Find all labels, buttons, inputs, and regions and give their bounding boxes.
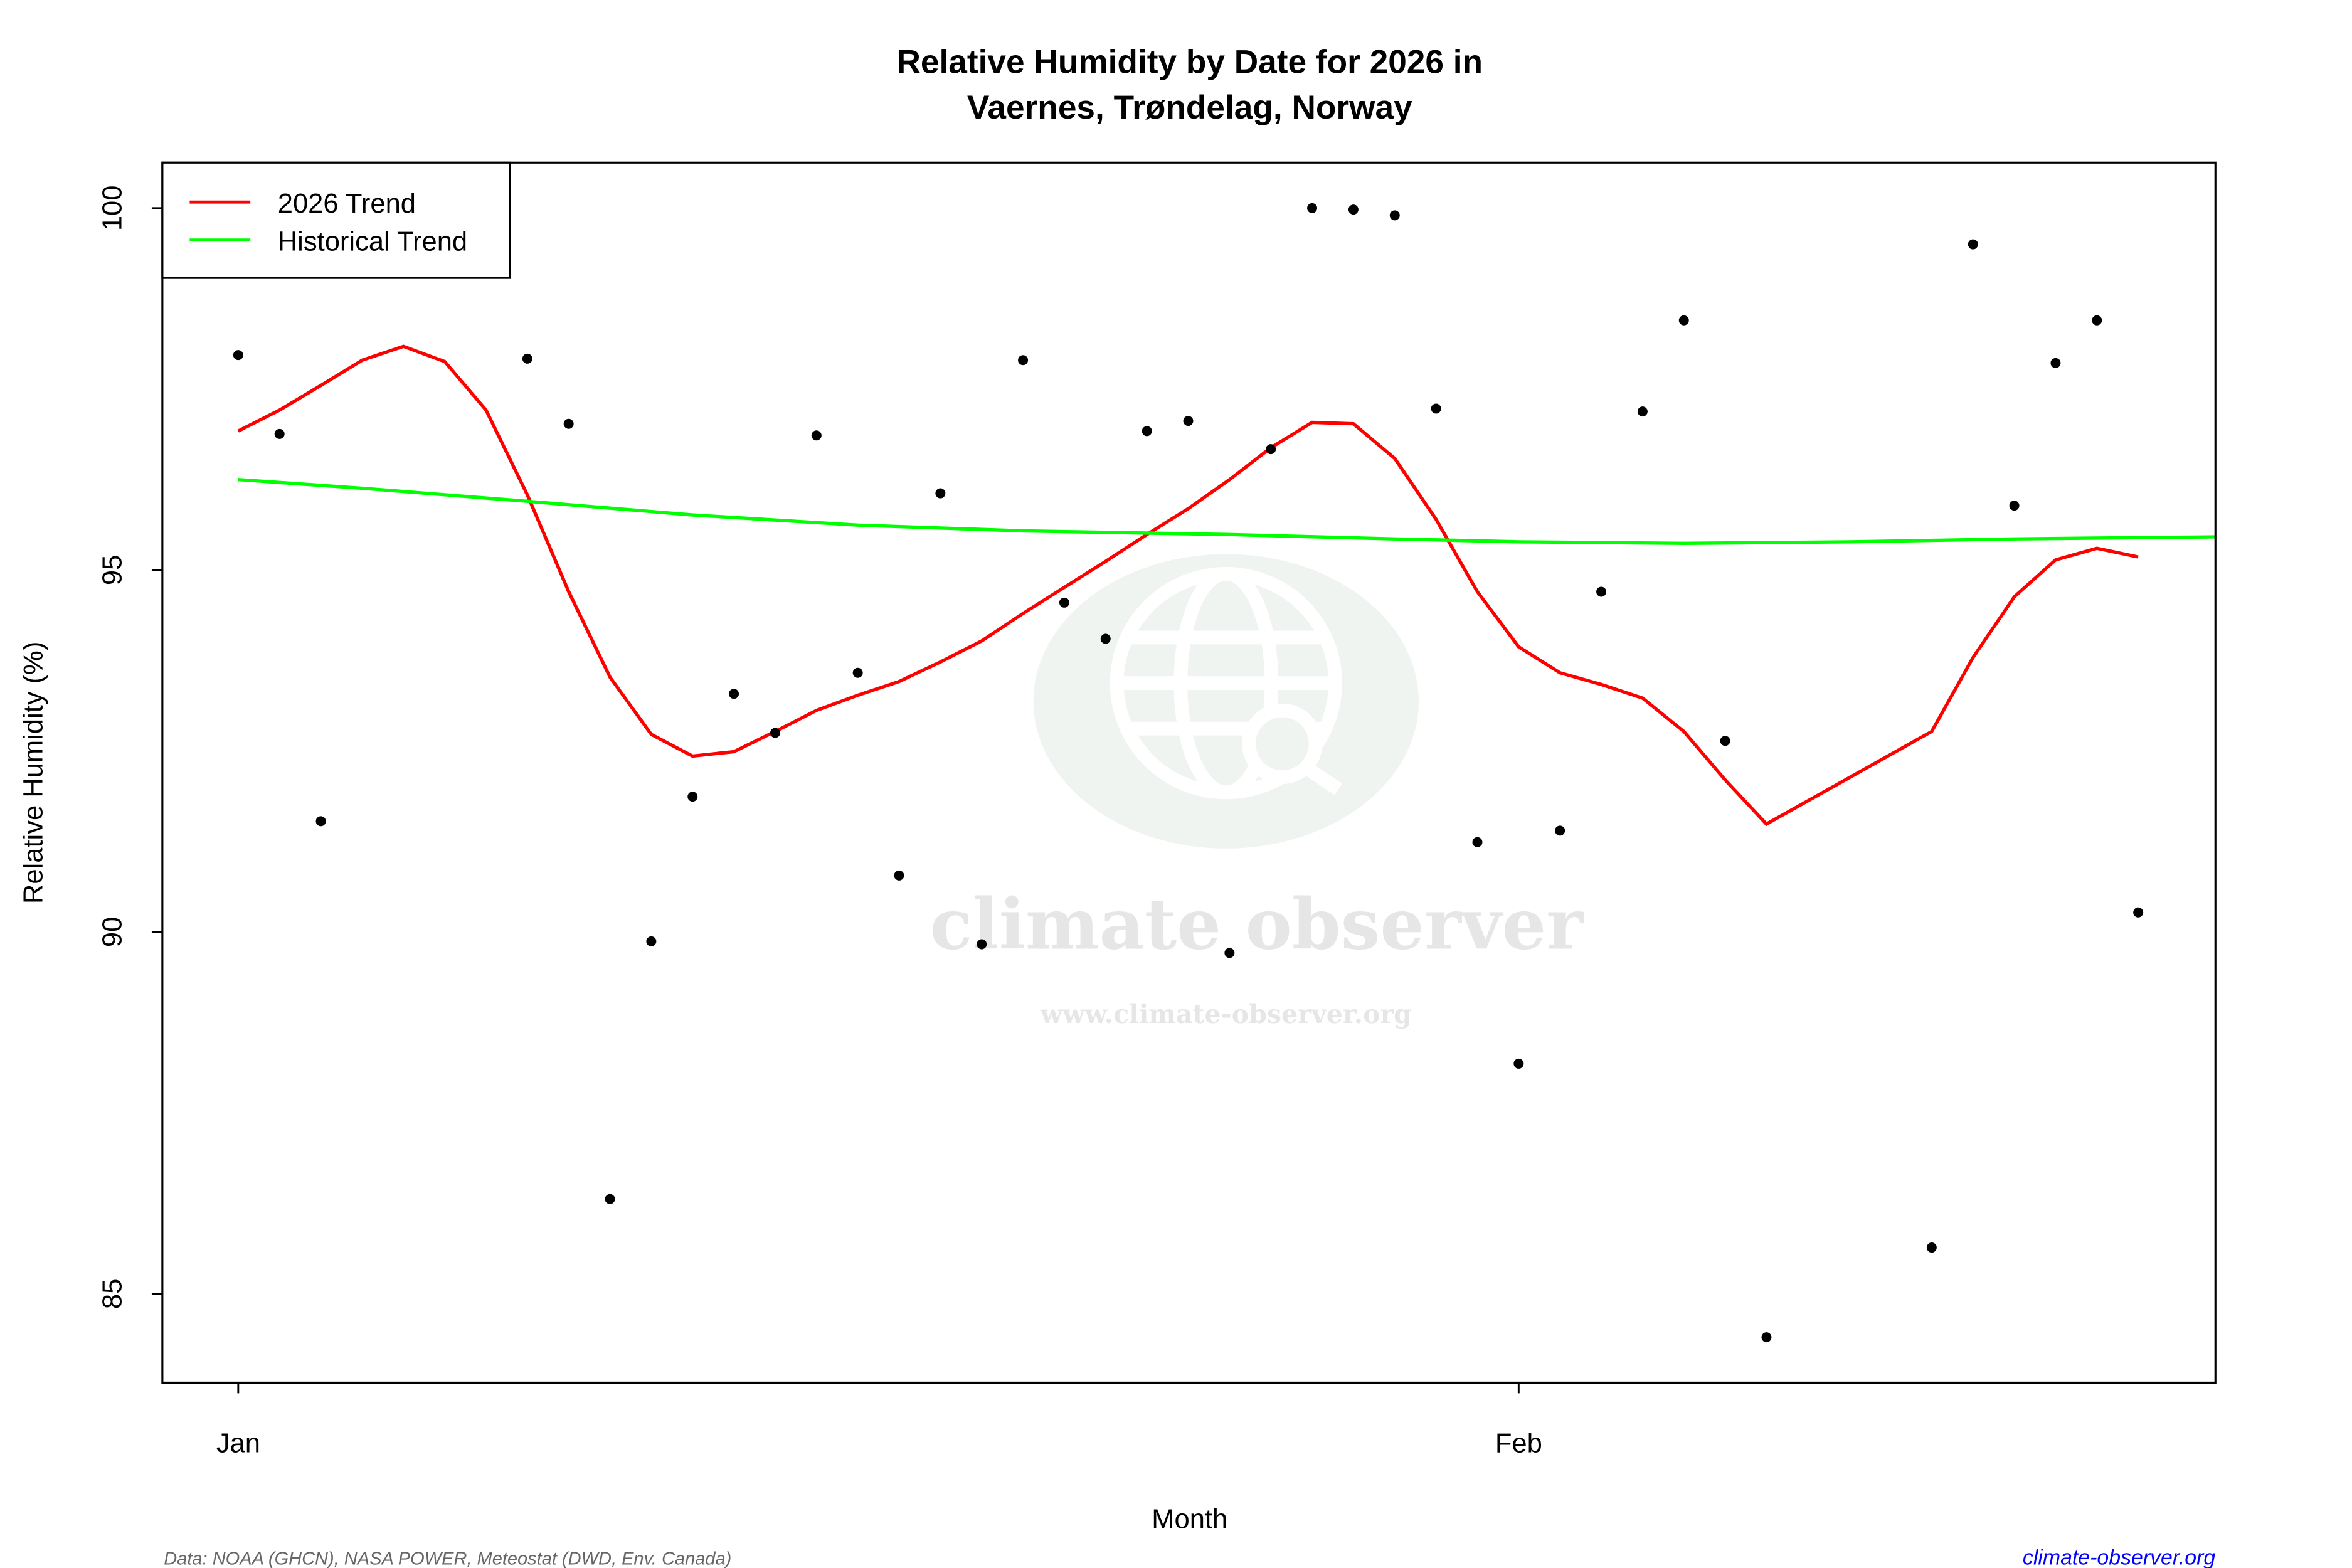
y-axis: 85 90 95 100 — [98, 186, 162, 1309]
data-point — [729, 689, 739, 699]
data-point — [1307, 203, 1318, 213]
plot-frame — [161, 161, 2217, 1384]
data-point — [1720, 736, 1730, 746]
legend-label-2026-trend: 2026 Trend — [278, 189, 416, 219]
chart-title: Relative Humidity by Date for 2026 in — [896, 44, 1483, 81]
x-axis: Jan Feb — [216, 1382, 1542, 1459]
data-point — [1926, 1242, 1937, 1253]
data-point — [563, 418, 574, 429]
data-point — [1513, 1058, 1524, 1069]
data-point — [1678, 315, 1689, 326]
data-point — [315, 816, 326, 827]
data-point — [1266, 444, 1276, 455]
data-point — [935, 488, 946, 499]
data-point — [2133, 907, 2144, 918]
y-tick-label: 85 — [98, 1279, 128, 1309]
data-point — [522, 353, 532, 364]
data-point — [1348, 204, 1359, 215]
data-point — [1018, 355, 1029, 366]
y-tick-label: 100 — [98, 186, 128, 231]
watermark-url: www.climate-observer.org — [1040, 999, 1412, 1029]
footer-source: Data: NOAA (GHCN), NASA POWER, Meteostat… — [164, 1549, 731, 1568]
legend: 2026 Trend Historical Trend — [161, 161, 511, 279]
data-point — [646, 936, 657, 946]
data-point — [977, 939, 987, 950]
data-point — [1472, 837, 1483, 847]
legend-label-historical-trend: Historical Trend — [278, 227, 467, 257]
x-axis-label: Month — [1152, 1505, 1227, 1535]
data-point — [1224, 948, 1235, 958]
data-point — [1100, 633, 1111, 644]
data-point — [605, 1194, 615, 1204]
data-point — [2050, 358, 2061, 368]
data-point — [852, 667, 863, 678]
data-point — [2092, 315, 2102, 326]
data-point — [1637, 406, 1648, 417]
data-point — [1431, 403, 1441, 414]
data-point — [687, 792, 698, 802]
data-point — [274, 428, 285, 439]
chart-subtitle: Vaernes, Trøndelag, Norway — [967, 89, 1412, 126]
data-point — [1555, 825, 1565, 836]
data-point — [2009, 501, 2020, 511]
x-tick-label: Feb — [1495, 1429, 1542, 1459]
data-point — [770, 728, 780, 738]
footer-site-link-text[interactable]: climate-observer.org — [2023, 1546, 2216, 1568]
footer-site-link[interactable]: climate-observer.org — [2023, 1546, 2216, 1568]
data-point — [1142, 426, 1152, 437]
y-tick-label: 90 — [98, 917, 128, 947]
y-axis-label: Relative Humidity (%) — [19, 642, 49, 904]
data-point — [894, 870, 904, 881]
globe-search-icon — [1110, 567, 1342, 800]
data-point — [1968, 239, 1978, 250]
watermark: climate observer www.climate-observer.or… — [930, 554, 1584, 1029]
2026-trend-line — [237, 344, 2139, 827]
data-point — [1596, 586, 1607, 597]
data-point — [1389, 210, 1400, 221]
data-point — [1059, 597, 1069, 608]
data-point — [233, 350, 243, 361]
data-point — [1761, 1332, 1772, 1343]
data-point — [811, 430, 822, 441]
watermark-name: climate observer — [930, 884, 1584, 966]
watermark-globe-icon — [1033, 554, 1419, 849]
legend-box — [161, 161, 511, 279]
historical-trend-line — [238, 478, 2216, 545]
x-tick-label: Jan — [216, 1429, 260, 1459]
y-tick-label: 95 — [98, 555, 128, 585]
data-point — [1183, 416, 1194, 426]
